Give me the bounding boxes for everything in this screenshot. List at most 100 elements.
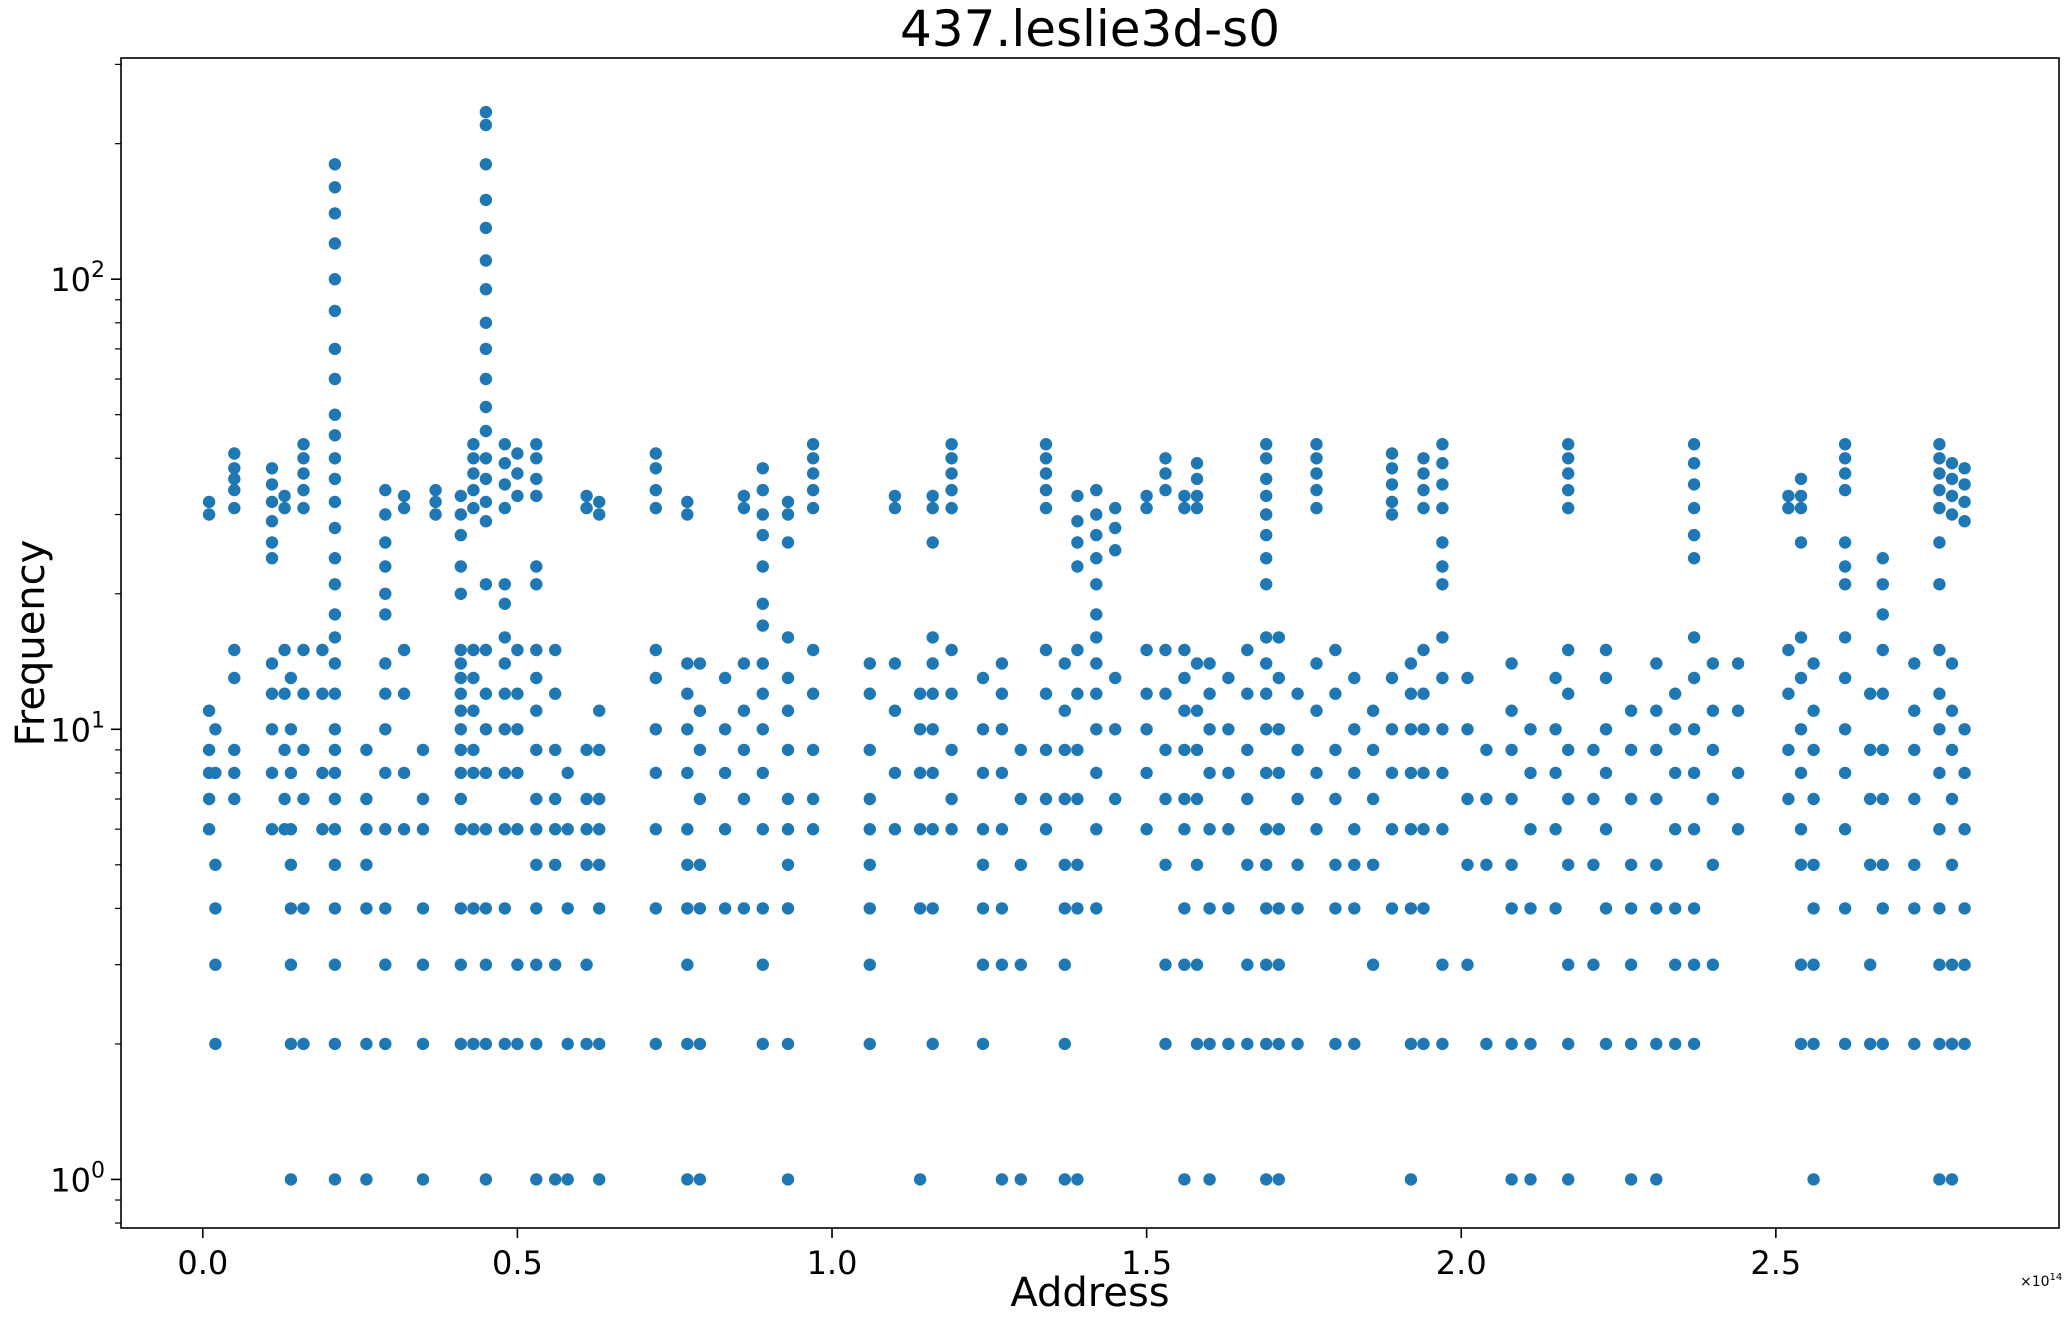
y-tick-label: 100 — [50, 1158, 105, 1199]
data-point — [467, 501, 480, 515]
data-point — [498, 631, 511, 644]
data-point — [593, 858, 606, 871]
data-point — [379, 587, 392, 600]
data-point — [379, 1037, 392, 1051]
data-point — [297, 467, 310, 480]
data-point — [561, 902, 574, 915]
data-point — [284, 723, 298, 736]
data-point — [454, 766, 467, 780]
data-point — [1838, 438, 1852, 451]
data-point — [593, 1173, 606, 1186]
data-point — [863, 792, 876, 806]
data-point — [1260, 1173, 1273, 1186]
data-point — [1669, 687, 1682, 700]
data-point — [416, 1037, 430, 1051]
data-point — [397, 489, 411, 503]
data-point — [1178, 743, 1191, 757]
data-point — [1058, 958, 1072, 971]
data-point — [1190, 743, 1204, 757]
data-point — [863, 958, 876, 971]
data-point — [1090, 902, 1103, 915]
data-point — [278, 743, 291, 757]
data-point — [1958, 495, 1971, 509]
data-point — [454, 902, 467, 915]
data-point — [913, 723, 927, 736]
data-point — [1241, 643, 1254, 657]
data-point — [756, 483, 769, 497]
data-point — [756, 508, 769, 521]
data-point — [1669, 958, 1682, 971]
data-point — [265, 687, 279, 700]
data-point — [737, 704, 751, 717]
data-point — [1945, 704, 1959, 717]
data-point — [454, 528, 467, 542]
data-point — [1090, 723, 1103, 736]
data-point — [649, 1037, 662, 1051]
data-point — [467, 704, 480, 717]
data-point — [467, 452, 480, 465]
data-point — [1549, 723, 1562, 736]
data-point — [1599, 723, 1613, 736]
data-point — [913, 1173, 927, 1186]
data-point — [1071, 902, 1084, 915]
data-point — [498, 438, 511, 451]
data-point — [1417, 687, 1430, 700]
data-point — [1291, 902, 1304, 915]
data-point — [467, 823, 480, 836]
data-point — [1908, 704, 1921, 717]
data-point — [693, 657, 707, 670]
data-point — [1159, 1037, 1172, 1051]
data-point — [1090, 657, 1103, 670]
data-point — [1090, 823, 1103, 836]
data-point — [1794, 958, 1808, 971]
data-point — [467, 902, 480, 915]
data-point — [1260, 858, 1273, 871]
data-point — [1366, 858, 1380, 871]
data-point — [1140, 823, 1153, 836]
data-point — [1109, 792, 1122, 806]
data-point — [561, 1173, 574, 1186]
data-point — [297, 643, 310, 657]
data-point — [1260, 489, 1273, 503]
data-point — [1260, 902, 1273, 915]
data-point — [1385, 508, 1399, 521]
data-point — [467, 671, 480, 685]
data-point — [1731, 823, 1745, 836]
data-point — [593, 495, 606, 509]
data-point — [1436, 723, 1449, 736]
data-point — [693, 704, 707, 717]
y-tick-base: 10 — [50, 1161, 91, 1199]
data-point — [1933, 438, 1946, 451]
data-point — [1071, 743, 1084, 757]
data-point — [479, 687, 493, 700]
data-point — [379, 687, 392, 700]
data-point — [297, 902, 310, 915]
data-point — [1436, 578, 1449, 591]
data-point — [284, 766, 298, 780]
data-point — [479, 118, 493, 132]
data-point — [511, 958, 524, 971]
data-point — [1549, 766, 1562, 780]
data-point — [1933, 958, 1946, 971]
data-point — [1505, 858, 1518, 871]
data-point — [1687, 766, 1701, 780]
data-point — [649, 671, 662, 685]
data-point — [1241, 1037, 1254, 1051]
data-point — [1272, 766, 1286, 780]
data-point — [1272, 823, 1286, 836]
data-point — [1329, 858, 1342, 871]
data-point — [1669, 902, 1682, 915]
data-point — [1366, 958, 1380, 971]
data-point — [976, 766, 990, 780]
data-point — [1348, 1037, 1361, 1051]
data-point — [1876, 608, 1890, 621]
data-point — [1958, 723, 1971, 736]
data-point — [1687, 902, 1701, 915]
data-point — [1562, 687, 1575, 700]
data-point — [479, 1173, 493, 1186]
data-point — [265, 657, 279, 670]
data-point — [888, 823, 902, 836]
data-point — [1090, 608, 1103, 621]
data-point — [1731, 704, 1745, 717]
data-point — [1272, 958, 1286, 971]
